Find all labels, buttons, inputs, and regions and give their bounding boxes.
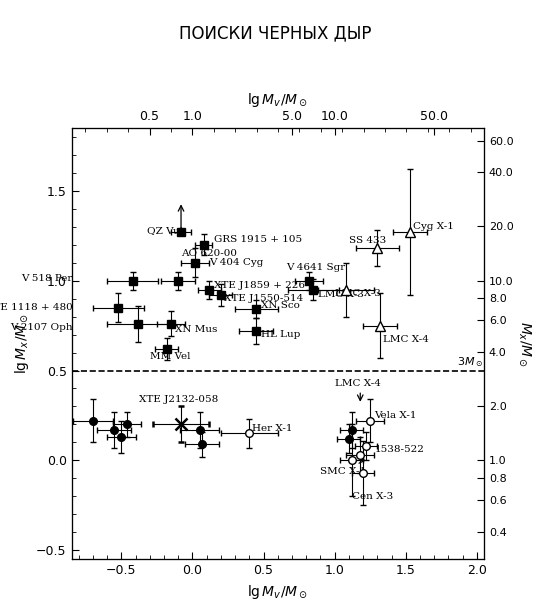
Text: XTE 1118 + 480: XTE 1118 + 480	[0, 303, 73, 312]
Text: Her X-1: Her X-1	[252, 424, 293, 432]
Text: XN Sco: XN Sco	[261, 301, 300, 310]
Text: LMC X-3: LMC X-3	[317, 291, 364, 300]
X-axis label: $\lg M_v/M_\odot$: $\lg M_v/M_\odot$	[248, 583, 308, 601]
Text: Vela X-1: Vela X-1	[375, 411, 417, 420]
Text: ПОИСКИ ЧЕРНЫХ ДЫР: ПОИСКИ ЧЕРНЫХ ДЫР	[179, 24, 371, 43]
Text: MM Vel: MM Vel	[150, 351, 190, 361]
Text: XTE J2132-058: XTE J2132-058	[139, 395, 218, 404]
Text: V 4641 Sgr: V 4641 Sgr	[287, 263, 345, 272]
Text: LMC X-4: LMC X-4	[334, 379, 381, 387]
Text: Cyg X-1: Cyg X-1	[413, 222, 454, 231]
Text: Cen X-3: Cen X-3	[351, 492, 393, 501]
Text: $3M_\odot$: $3M_\odot$	[456, 355, 482, 368]
Text: LMC X-4: LMC X-4	[383, 336, 429, 344]
Text: HL Lup: HL Lup	[261, 330, 300, 339]
Text: GRS 1915 + 105: GRS 1915 + 105	[214, 235, 302, 244]
Text: V 404 Cyg: V 404 Cyg	[210, 258, 264, 267]
Text: LMC X-3: LMC X-3	[334, 289, 381, 298]
Text: SS 433: SS 433	[349, 237, 386, 246]
X-axis label: $\lg M_v/M_\odot$: $\lg M_v/M_\odot$	[248, 91, 308, 109]
Text: XN Mus: XN Mus	[175, 325, 218, 334]
Y-axis label: $M_x/M_\odot$: $M_x/M_\odot$	[518, 320, 533, 367]
Text: XTE J1550-514: XTE J1550-514	[224, 294, 303, 303]
Text: XTE J1859 + 226: XTE J1859 + 226	[214, 282, 305, 291]
Text: AO 620-00: AO 620-00	[181, 249, 237, 258]
Text: 1538-522: 1538-522	[375, 445, 425, 454]
Text: V 2107 Oph: V 2107 Oph	[10, 323, 73, 332]
Text: SMC X-1: SMC X-1	[321, 467, 366, 475]
Text: V 518 Per: V 518 Per	[21, 274, 73, 283]
Y-axis label: $\lg M_x/M_\odot$: $\lg M_x/M_\odot$	[13, 313, 31, 374]
Text: QZ Vul: QZ Vul	[147, 226, 183, 235]
